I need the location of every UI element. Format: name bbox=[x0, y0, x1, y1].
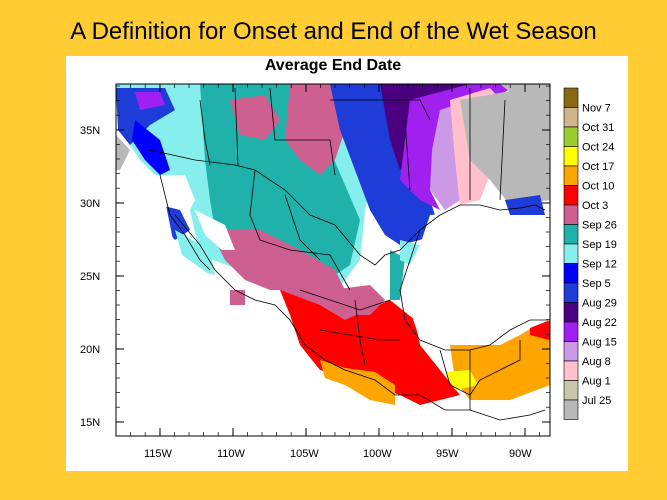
map-title: Average End Date bbox=[264, 57, 402, 74]
mex-state-4 bbox=[299, 289, 391, 311]
legend-swatch bbox=[563, 243, 579, 264]
legend-swatch bbox=[563, 204, 579, 225]
legend-label: Aug 1 bbox=[582, 376, 611, 388]
lat-label-30n: 30N bbox=[80, 198, 100, 210]
region-rose-northwest bbox=[230, 95, 280, 140]
mex-state-1 bbox=[249, 169, 261, 241]
legend-swatch bbox=[563, 302, 579, 323]
legend-label: Oct 3 bbox=[582, 200, 608, 212]
region-blue-coast bbox=[132, 120, 170, 175]
legend-label: Sep 19 bbox=[582, 239, 617, 251]
mex-state-5 bbox=[319, 329, 400, 341]
legend-swatch bbox=[563, 380, 579, 401]
legend-label: Nov 7 bbox=[582, 103, 611, 115]
state-border-3 bbox=[269, 87, 336, 176]
legend-label: Sep 26 bbox=[582, 220, 617, 232]
region-lightcyan-baja bbox=[175, 230, 215, 275]
mex-state-2 bbox=[284, 194, 321, 261]
legend-label: Sep 12 bbox=[582, 259, 617, 271]
legend-label: Aug 15 bbox=[582, 337, 617, 349]
lat-label-25n: 25N bbox=[80, 271, 100, 283]
borders bbox=[149, 87, 548, 421]
region-rose-cabo bbox=[230, 290, 245, 305]
region-white-cortez bbox=[195, 210, 235, 250]
state-border-7 bbox=[499, 99, 506, 201]
central-america-border bbox=[469, 350, 546, 421]
legend-swatch bbox=[563, 107, 579, 128]
lon-label-95w: 95W bbox=[436, 448, 459, 460]
region-gray-pacific bbox=[116, 135, 130, 170]
legend-label: Jul 25 bbox=[582, 395, 611, 407]
legend-swatch bbox=[563, 87, 579, 108]
mex-state-7 bbox=[439, 340, 521, 396]
legend: Nov 7 Oct 31 Oct 24 Oct 17 Oct 10 Oct 3 Sep 26… bbox=[563, 87, 617, 420]
lon-label-90w: 90W bbox=[509, 448, 532, 460]
lon-label-115w: 115W bbox=[144, 448, 173, 460]
us-mexico-border bbox=[149, 149, 441, 266]
region-nodata-southeast bbox=[500, 84, 550, 110]
map-field bbox=[116, 84, 550, 436]
mexico-coastline-pacific bbox=[174, 214, 470, 411]
legend-label: Oct 10 bbox=[582, 181, 614, 193]
lon-label-100w: 100W bbox=[363, 448, 392, 460]
lat-label-20n: 20N bbox=[80, 344, 100, 356]
legend-swatch bbox=[563, 399, 579, 420]
state-border-2 bbox=[234, 87, 239, 166]
region-rose-northcentral bbox=[285, 84, 345, 175]
region-white-gulf bbox=[410, 210, 550, 345]
region-blue-east bbox=[330, 84, 440, 245]
legend-swatch bbox=[563, 341, 579, 362]
region-white-baja bbox=[160, 175, 195, 210]
slide-title: A Definition for Onset and End of the We… bbox=[70, 18, 597, 45]
lat-label-15n: 15N bbox=[80, 417, 100, 429]
lon-label-105w: 105W bbox=[290, 448, 319, 460]
mex-state-6 bbox=[354, 299, 366, 366]
region-rose-central bbox=[330, 285, 385, 315]
state-border-5 bbox=[404, 119, 411, 191]
mexico-coastline-gulf bbox=[399, 229, 548, 351]
region-purple-northwest bbox=[135, 92, 165, 110]
legend-label: Aug 22 bbox=[582, 317, 617, 329]
legend-swatch bbox=[563, 146, 579, 167]
legend-label: Aug 8 bbox=[582, 356, 611, 368]
legend-swatch bbox=[563, 263, 579, 284]
region-red-south bbox=[280, 290, 460, 405]
region-orange-south bbox=[320, 360, 395, 405]
lon-label-110w: 110W bbox=[217, 448, 246, 460]
region-white-pacific bbox=[116, 175, 320, 436]
mex-state-3 bbox=[259, 239, 351, 291]
state-border-1 bbox=[199, 99, 211, 166]
legend-swatch bbox=[563, 282, 579, 303]
state-border-4 bbox=[330, 99, 431, 121]
legend-label: Oct 24 bbox=[582, 142, 614, 154]
axis-ticks bbox=[115, 84, 550, 436]
legend-label: Sep 5 bbox=[582, 278, 611, 290]
baja-coastline bbox=[159, 174, 211, 271]
legend-swatch bbox=[563, 185, 579, 206]
region-purple-east bbox=[400, 84, 520, 210]
legend-label: Oct 17 bbox=[582, 161, 614, 173]
legend-swatch bbox=[563, 224, 579, 245]
region-nodata-texas bbox=[460, 84, 550, 205]
legend-label: Oct 31 bbox=[582, 122, 614, 134]
us-gulf-coast bbox=[439, 204, 546, 216]
legend-swatch bbox=[563, 321, 579, 342]
plot-frame bbox=[115, 83, 551, 437]
legend-swatch bbox=[563, 360, 579, 381]
legend-swatch bbox=[563, 126, 579, 147]
region-blue-louisiana bbox=[505, 195, 545, 215]
legend-swatch bbox=[563, 165, 579, 186]
legend-label: Aug 29 bbox=[582, 298, 617, 310]
lat-label-35n: 35N bbox=[80, 125, 100, 137]
